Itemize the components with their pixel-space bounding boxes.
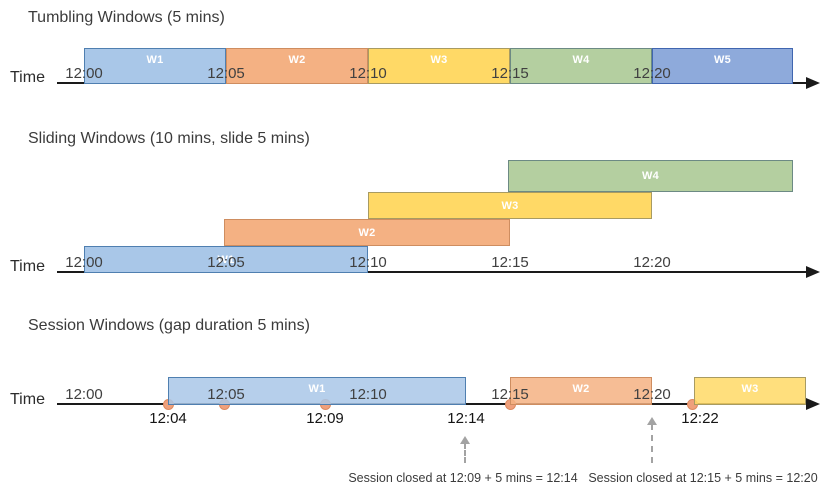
tumbling-window-label-w3: W3 [430, 54, 448, 66]
sliding-title: Sliding Windows (10 mins, slide 5 mins) [28, 130, 310, 147]
session-event-time-1209: 12:09 [306, 410, 344, 427]
tumbling-window-w1: W1 [84, 48, 226, 84]
tumbling-tick-1200: 12:00 [65, 65, 103, 82]
session-event-time-1204: 12:04 [149, 410, 187, 427]
session-tick-1210: 12:10 [349, 386, 387, 403]
session-tick-1215: 12:15 [491, 386, 529, 403]
session-event-time-1214: 12:14 [447, 410, 485, 427]
sliding-window-w3: W3 [368, 192, 652, 219]
sliding-time-axis-label: Time [10, 258, 45, 275]
session-tick-1220: 12:20 [633, 386, 671, 403]
tumbling-tick-1220: 12:20 [633, 65, 671, 82]
sliding-tick-1200: 12:00 [65, 254, 103, 271]
session-window-label-w2: W2 [572, 383, 590, 395]
sliding-window-w2: W2 [224, 219, 510, 246]
tumbling-window-label-w5: W5 [713, 54, 732, 66]
session-close-arrowhead-icon-2 [647, 417, 657, 425]
session-window-w3: W3 [694, 377, 806, 405]
tumbling-window-label-w4: W4 [572, 54, 590, 66]
sliding-tick-1220: 12:20 [633, 254, 671, 271]
session-tick-1200: 12:00 [65, 386, 103, 403]
session-title: Session Windows (gap duration 5 mins) [28, 317, 310, 334]
tumbling-window-w2: W2 [226, 48, 368, 84]
sliding-window-label-w2: W2 [358, 226, 376, 239]
sliding-window-label-w3: W3 [501, 199, 519, 212]
tumbling-window-label-w1: W1 [146, 54, 164, 66]
tumbling-timeline-arrowhead-icon [806, 77, 820, 89]
tumbling-tick-1205: 12:05 [207, 65, 245, 82]
sliding-window-w4: W4 [508, 160, 793, 192]
tumbling-title: Tumbling Windows (5 mins) [28, 9, 225, 26]
sliding-tick-1215: 12:15 [491, 254, 529, 271]
sliding-timeline-arrowhead-icon [806, 266, 820, 278]
session-time-axis-label: Time [10, 391, 45, 408]
tumbling-time-axis-label: Time [10, 69, 45, 86]
tumbling-tick-1210: 12:10 [349, 65, 387, 82]
sliding-window-w1: W1 [84, 246, 368, 273]
session-close-arrow-stem-1 [464, 443, 466, 463]
sliding-tick-1205: 12:05 [207, 254, 245, 271]
session-event-time-1222: 12:22 [681, 410, 719, 427]
sliding-window-label-w4: W4 [641, 170, 660, 182]
session-window-label-w1: W1 [308, 383, 326, 395]
session-close-annotation-1: Session closed at 12:09 + 5 mins = 12:14 [348, 471, 578, 485]
tumbling-tick-1215: 12:15 [491, 65, 529, 82]
tumbling-window-w5: W5 [652, 48, 793, 84]
session-close-arrowhead-icon-1 [460, 436, 470, 444]
tumbling-window-label-w2: W2 [288, 54, 306, 66]
sliding-window-label-w1: W1 [217, 253, 235, 266]
tumbling-window-w4: W4 [510, 48, 652, 84]
session-tick-1205: 12:05 [207, 386, 245, 403]
session-window-label-w3: W3 [741, 383, 759, 395]
session-timeline-arrowhead-icon [806, 398, 820, 410]
session-close-annotation-2: Session closed at 12:15 + 5 mins = 12:20 [588, 471, 818, 485]
session-window-w2: W2 [510, 377, 652, 405]
session-window-w1: W1 [168, 377, 466, 405]
session-close-arrow-stem-2 [651, 424, 653, 463]
sliding-tick-1210: 12:10 [349, 254, 387, 271]
tumbling-window-w3: W3 [368, 48, 510, 84]
sliding-timeline [57, 271, 806, 273]
